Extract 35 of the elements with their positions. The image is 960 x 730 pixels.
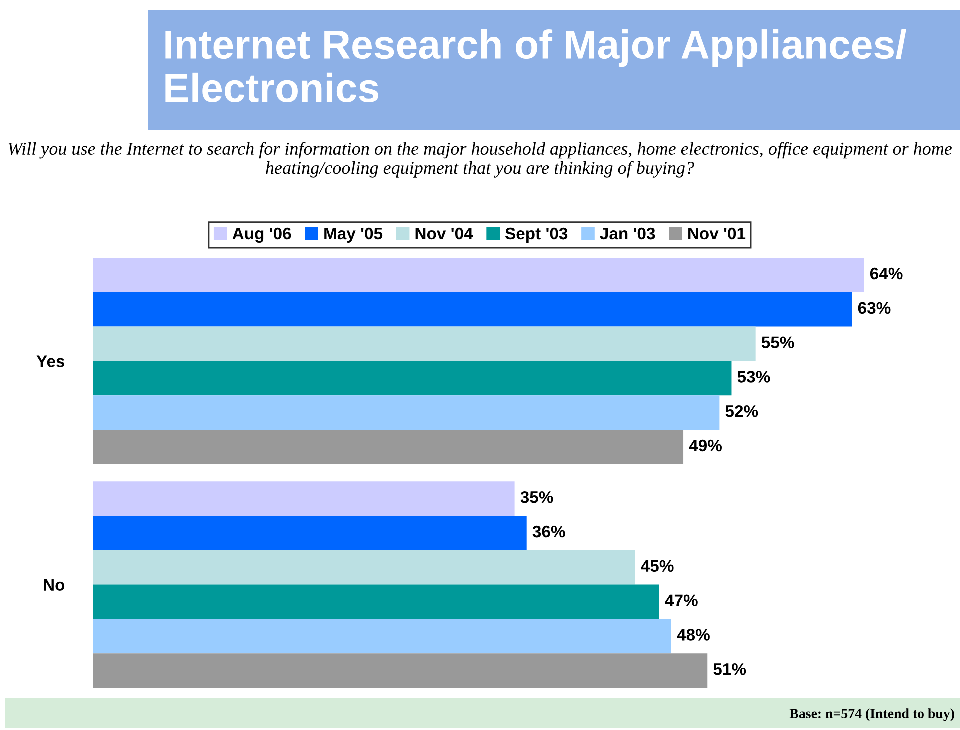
data-label: 55% bbox=[762, 336, 794, 348]
data-label: 63% bbox=[858, 302, 891, 314]
data-label: 64% bbox=[870, 268, 903, 280]
bar bbox=[93, 550, 636, 585]
chart-title: Internet Research of Major Appliances/ Electronics bbox=[166, 30, 906, 103]
data-label: 53% bbox=[738, 371, 770, 383]
bar bbox=[93, 292, 852, 327]
bar bbox=[93, 396, 720, 430]
chart-subtitle: Will you use the Internet to search for information on the major household appliances, home electronics, office equipment or home heating/cooling equipment that you are thinking of buying? bbox=[8, 142, 952, 178]
legend-label: Nov '04 bbox=[416, 228, 474, 240]
data-label: 36% bbox=[532, 526, 566, 538]
bar bbox=[93, 258, 864, 292]
bar bbox=[93, 430, 684, 464]
bar bbox=[93, 654, 708, 688]
data-label: 48% bbox=[677, 629, 710, 641]
bar bbox=[93, 619, 672, 654]
data-label: 47% bbox=[665, 594, 698, 606]
bar bbox=[93, 326, 756, 362]
y-tick-label: No bbox=[44, 579, 65, 592]
legend-label: Jan '03 bbox=[600, 228, 656, 240]
legend-label: May '05 bbox=[324, 228, 383, 243]
text: Base: n=574 (Intend to buy) bbox=[790, 708, 954, 722]
data-label: 35% bbox=[520, 491, 554, 504]
bar bbox=[93, 361, 732, 396]
bar bbox=[93, 584, 660, 620]
data-label: 49% bbox=[689, 440, 722, 452]
legend-label: Sept '03 bbox=[505, 228, 568, 243]
y-tick-label: Yes bbox=[36, 356, 65, 368]
bar bbox=[93, 516, 527, 550]
legend-label: Nov '01 bbox=[688, 228, 746, 240]
bar bbox=[93, 482, 515, 516]
data-label: 45% bbox=[641, 560, 674, 572]
legend-label: Aug '06 bbox=[232, 228, 292, 244]
data-label: 51% bbox=[714, 664, 746, 676]
data-label: 52% bbox=[726, 405, 758, 418]
